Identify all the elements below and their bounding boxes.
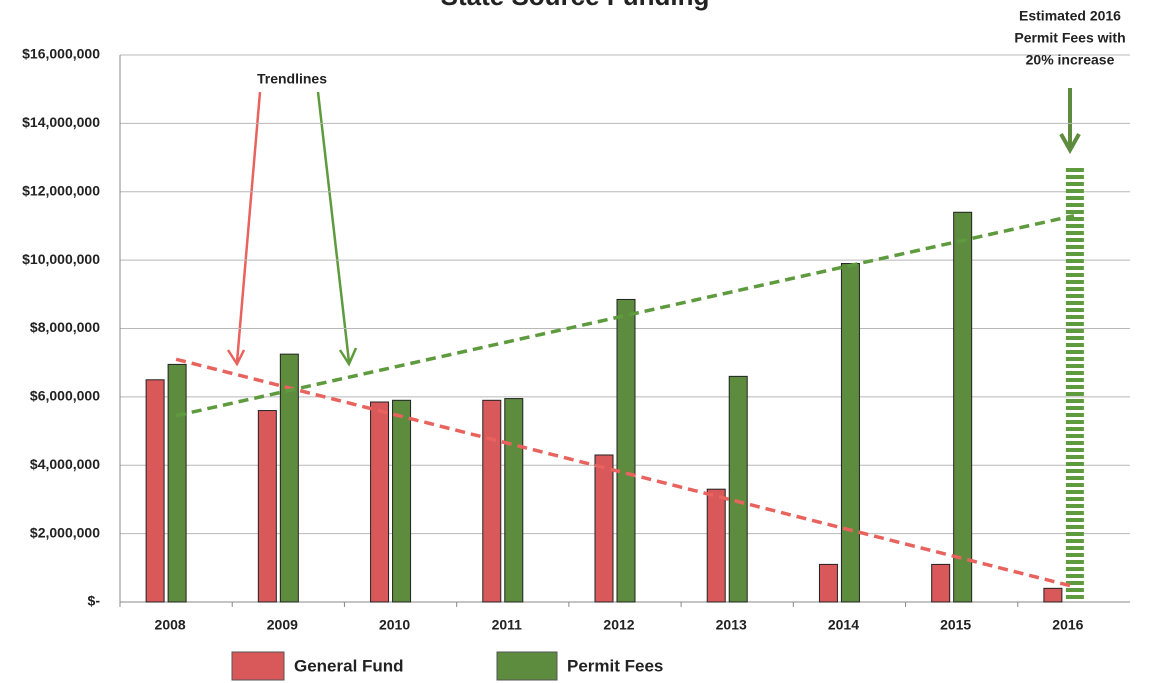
x-tick-label: 2011	[492, 617, 523, 633]
trendline	[175, 213, 1075, 418]
bar	[931, 563, 951, 603]
y-tick-label: $10,000,000	[22, 251, 100, 267]
annotation: Trendlines	[257, 71, 327, 87]
bar	[616, 298, 636, 603]
bar	[257, 410, 277, 603]
bar	[706, 488, 726, 603]
y-tick-label: $4,000,000	[30, 456, 100, 472]
bar	[953, 211, 973, 603]
bar	[840, 263, 860, 603]
bar	[145, 379, 165, 603]
y-tick-label: $8,000,000	[30, 319, 100, 335]
bar	[482, 399, 502, 603]
x-tick-label: 2013	[716, 617, 747, 633]
bar	[504, 398, 524, 603]
bar	[1065, 167, 1084, 602]
x-tick-label: 2015	[940, 617, 971, 633]
chart-title: State Source Funding	[441, 0, 710, 11]
x-tick-label: 2012	[603, 617, 634, 633]
annotation: Permit Fees with	[1014, 30, 1125, 46]
legend-swatch	[496, 651, 558, 681]
bar	[392, 399, 412, 603]
y-tick-label: $12,000,000	[22, 182, 100, 198]
annotation: 20% increase	[1026, 52, 1115, 68]
bar	[279, 353, 299, 603]
legend-swatch	[231, 651, 285, 681]
y-tick-label: $14,000,000	[22, 114, 100, 130]
legend-label: Permit Fees	[567, 656, 663, 675]
x-tick-label: 2010	[379, 617, 410, 633]
legend-label: General Fund	[294, 656, 404, 675]
trendline	[175, 357, 1075, 589]
y-tick-label: $6,000,000	[30, 388, 100, 404]
x-tick-label: 2016	[1052, 617, 1083, 633]
y-tick-label: $2,000,000	[30, 524, 100, 540]
bar	[370, 401, 390, 603]
annotation-arrow	[226, 91, 262, 367]
x-tick-label: 2009	[267, 617, 298, 633]
bar	[167, 363, 187, 603]
annotation-arrow	[316, 91, 358, 367]
y-tick-label: $-	[88, 593, 101, 609]
x-tick-label: 2008	[155, 617, 186, 633]
bar	[594, 454, 614, 603]
bar	[818, 563, 838, 603]
bar	[1043, 587, 1063, 603]
annotation-arrow	[1059, 88, 1081, 155]
x-tick-label: 2014	[828, 617, 859, 633]
annotation: Estimated 2016	[1019, 8, 1121, 24]
y-tick-label: $16,000,000	[22, 46, 100, 62]
bar	[728, 375, 748, 603]
